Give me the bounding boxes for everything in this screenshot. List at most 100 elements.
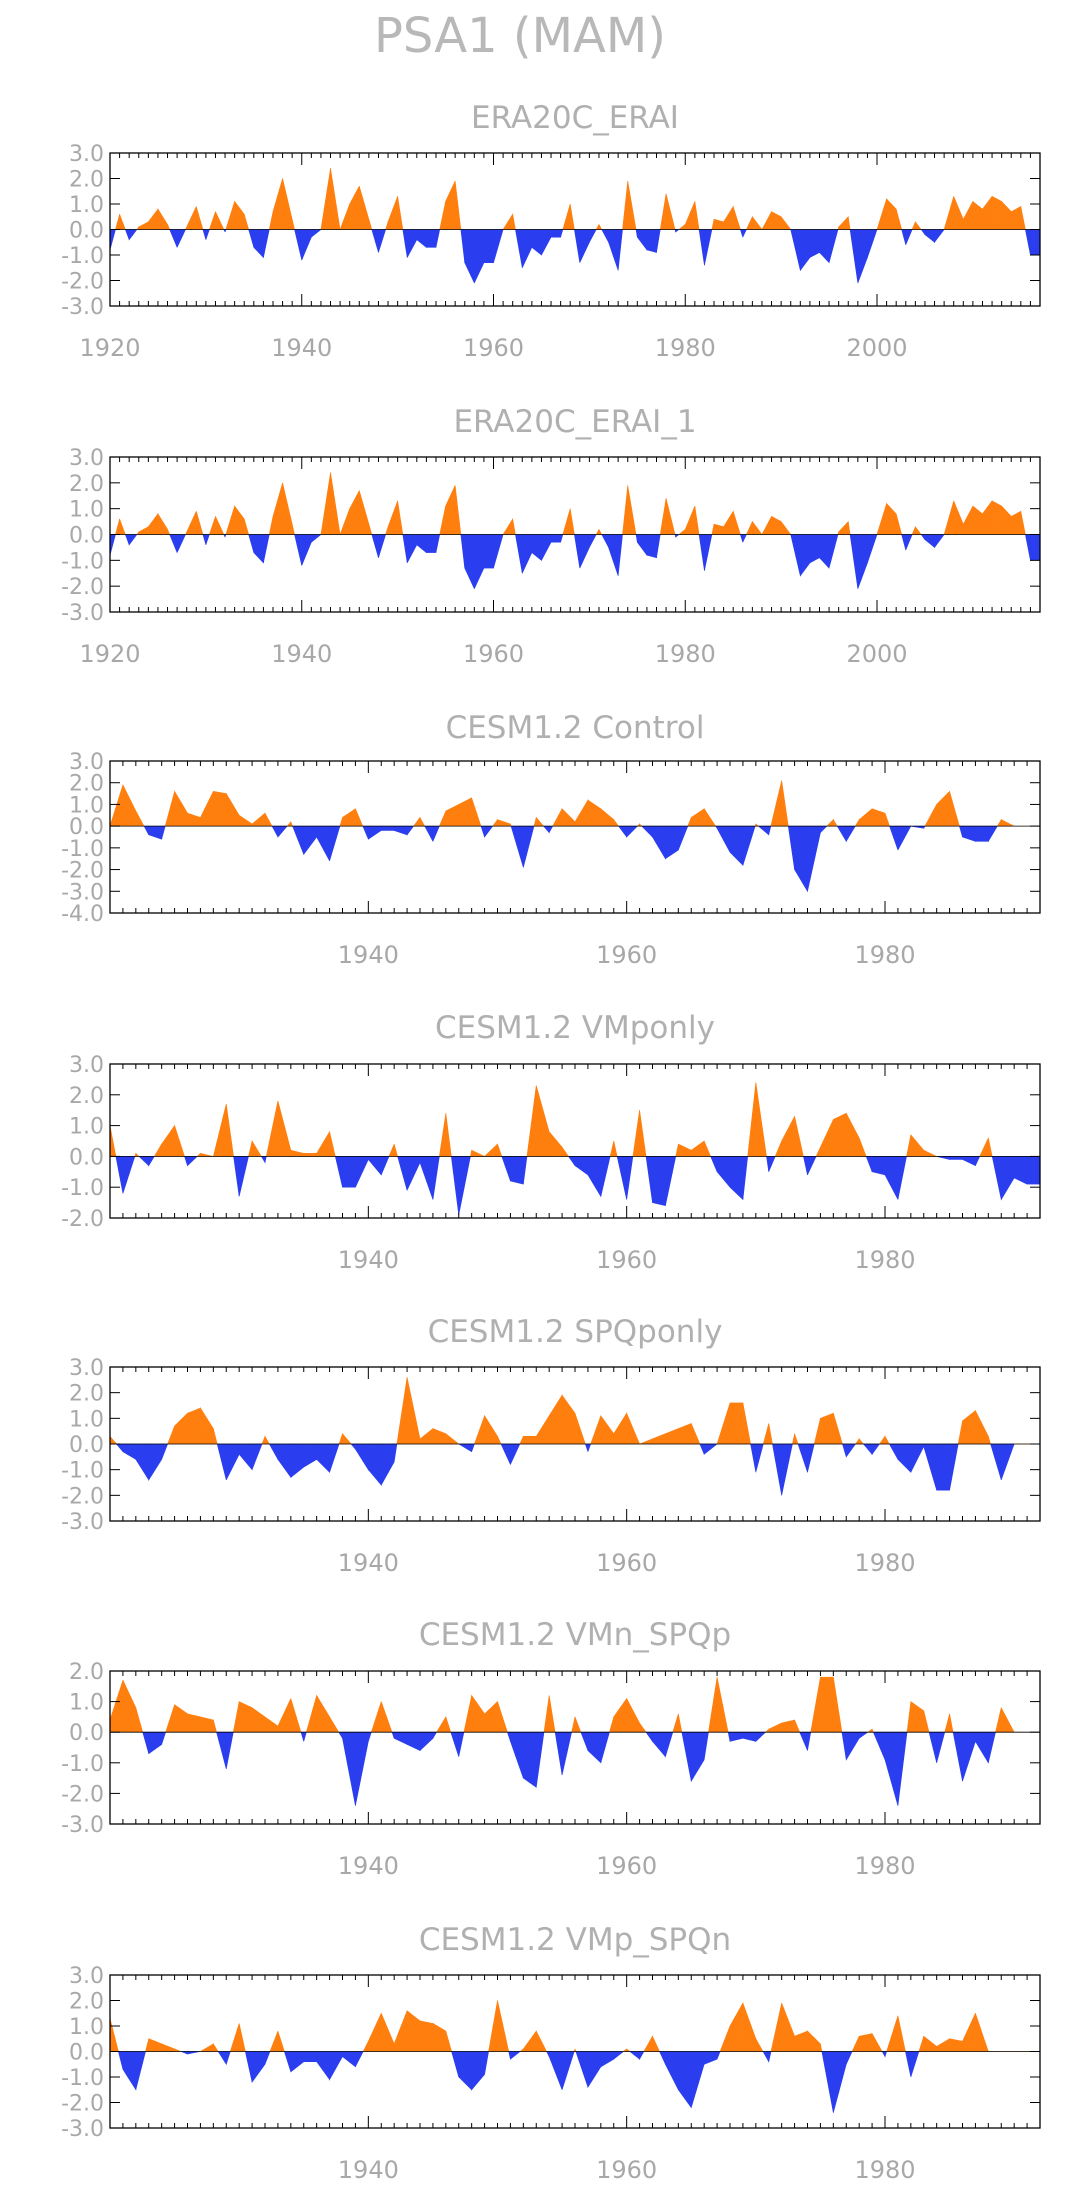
positive-area: [988, 1137, 993, 1157]
positive-area: [238, 2023, 246, 2052]
negative-area: [781, 1443, 793, 1496]
negative-area: [698, 534, 705, 571]
negative-area: [897, 1156, 907, 1200]
positive-area: [665, 193, 676, 230]
negative-area: [368, 1156, 382, 1176]
negative-area: [699, 1443, 705, 1455]
negative-area: [560, 229, 564, 238]
negative-area: [238, 1443, 253, 1471]
positive-area: [975, 1410, 989, 1445]
negative-area: [457, 1443, 472, 1453]
negative-area: [303, 2051, 317, 2062]
positive-area: [454, 181, 462, 230]
negative-area: [397, 1156, 408, 1191]
negative-area: [659, 2051, 666, 2065]
negative-area: [584, 1443, 589, 1452]
positive-area: [665, 498, 676, 535]
negative-area: [881, 2051, 886, 2058]
negative-area: [807, 1443, 815, 1473]
y-tick-label: 0.0: [69, 1145, 104, 1170]
x-tick-label: 2000: [846, 334, 907, 362]
positive-area: [215, 516, 225, 535]
negative-area: [787, 825, 795, 870]
negative-area: [934, 229, 945, 244]
positive-area: [109, 1680, 124, 1733]
positive-area: [781, 780, 789, 827]
negative-area: [905, 229, 913, 245]
negative-area: [772, 1443, 782, 1496]
positive-area: [991, 195, 1002, 230]
x-tick-label: 1960: [596, 1549, 657, 1577]
negative-area: [920, 534, 926, 541]
positive-area: [186, 511, 197, 535]
negative-area: [821, 2051, 834, 2113]
negative-area: [645, 1156, 653, 1203]
negative-area: [542, 825, 550, 834]
positive-area: [838, 520, 849, 535]
negative-area: [849, 534, 859, 589]
negative-area: [523, 1731, 537, 1788]
negative-area: [426, 229, 437, 248]
negative-area: [484, 825, 494, 838]
positive-area: [943, 196, 955, 230]
negative-area: [416, 229, 427, 248]
negative-area: [406, 534, 418, 564]
y-tick-label: -3.0: [61, 601, 104, 626]
positive-area: [119, 518, 126, 535]
negative-area: [406, 1156, 421, 1191]
negative-area: [626, 825, 639, 838]
negative-area: [169, 229, 178, 248]
positive-area: [208, 211, 216, 230]
negative-area: [762, 2051, 770, 2063]
negative-area: [362, 825, 369, 840]
negative-area: [515, 229, 523, 268]
negative-area: [406, 1731, 421, 1752]
negative-area: [755, 1443, 764, 1473]
negative-area: [962, 1731, 976, 1782]
positive-area: [122, 1680, 137, 1733]
positive-area: [523, 2030, 537, 2052]
negative-area: [355, 1156, 369, 1188]
x-tick-label: 1980: [854, 941, 915, 969]
negative-area: [263, 534, 270, 563]
negative-area: [729, 1156, 744, 1201]
positive-area: [174, 1125, 185, 1157]
panel-title: CESM1.2 Control: [446, 710, 705, 746]
positive-area: [268, 516, 274, 535]
positive-area: [419, 1427, 434, 1445]
negative-area: [450, 1156, 460, 1215]
positive-area: [463, 1695, 472, 1733]
negative-area: [264, 1156, 267, 1163]
negative-area: [122, 1156, 136, 1194]
negative-area: [202, 229, 207, 240]
positive-area: [535, 2030, 548, 2052]
positive-area: [342, 1432, 352, 1445]
positive-area: [703, 807, 717, 827]
positive-area: [174, 1704, 188, 1733]
positive-area: [135, 810, 145, 827]
positive-area: [762, 1423, 770, 1445]
positive-area: [167, 224, 171, 230]
positive-area: [338, 1433, 343, 1445]
negative-area: [515, 534, 523, 574]
positive-area: [851, 2036, 860, 2052]
negative-area: [378, 534, 387, 558]
negative-area: [739, 534, 744, 543]
positive-area: [911, 526, 916, 535]
positive-area: [445, 1716, 452, 1733]
plot-frame: [109, 1063, 1041, 1219]
negative-area: [884, 2051, 888, 2057]
y-tick-label: -3.0: [61, 295, 104, 320]
y-tick-label: 3.0: [69, 1964, 104, 1989]
positive-area: [368, 219, 373, 230]
negative-area: [523, 1156, 528, 1185]
negative-area: [334, 1156, 343, 1188]
positive-area: [719, 2025, 731, 2052]
positive-area: [458, 797, 472, 827]
positive-area: [445, 1433, 460, 1445]
positive-area: [265, 1100, 279, 1157]
positive-area: [858, 1438, 865, 1445]
negative-area: [833, 2051, 847, 2113]
positive-area: [643, 2035, 653, 2052]
positive-area: [876, 198, 887, 230]
